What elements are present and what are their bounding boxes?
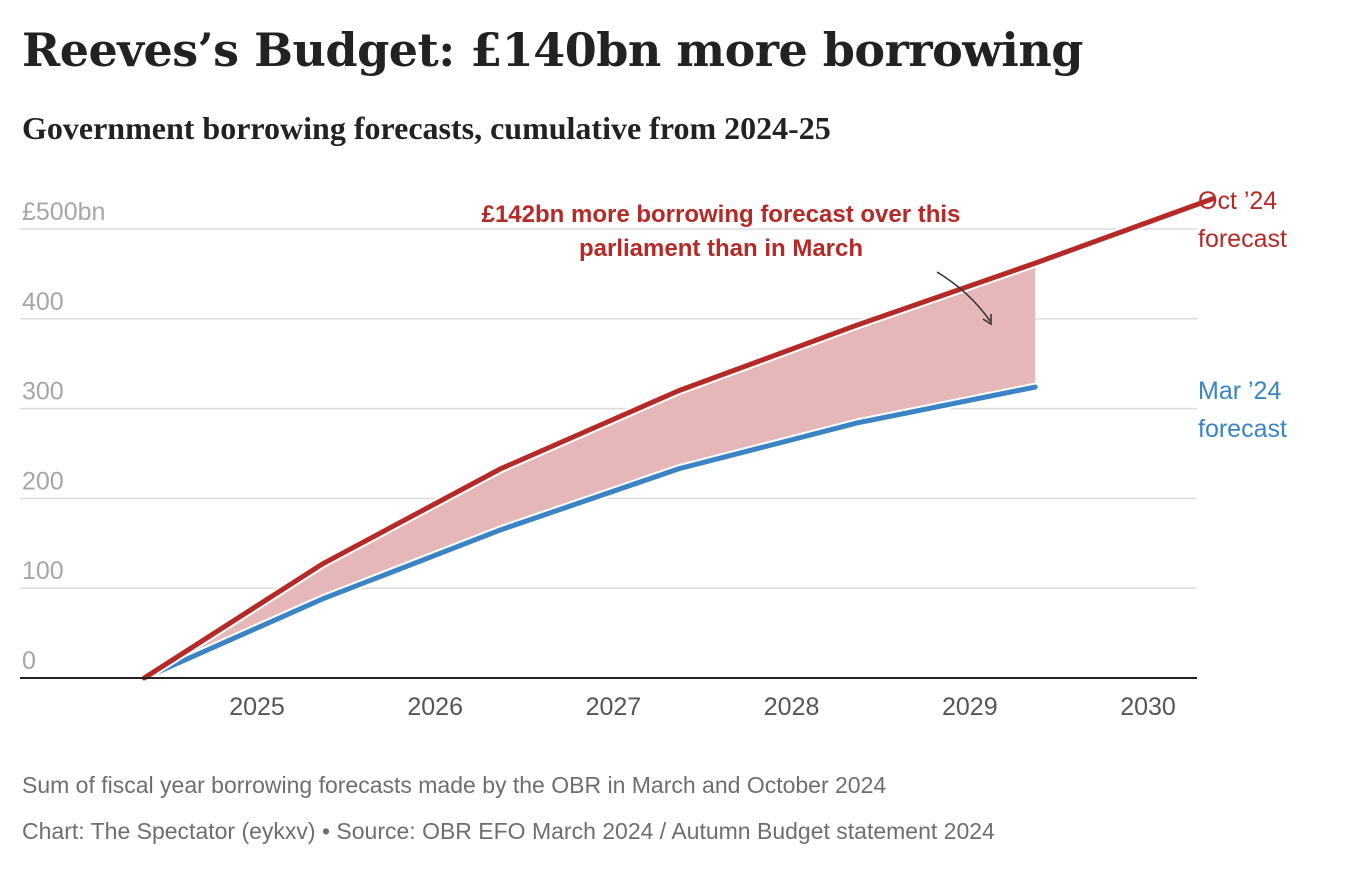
series-label-mar-line2: forecast <box>1198 415 1287 443</box>
x-tick-label: 2030 <box>1120 693 1176 721</box>
x-tick-label: 2025 <box>229 693 285 721</box>
series-lines <box>139 193 1218 683</box>
y-tick-label: 300 <box>22 378 64 406</box>
annotation-line-1: £142bn more borrowing forecast over this <box>482 201 961 228</box>
borrowing-gap-area <box>144 263 1036 678</box>
arrowhead-icon <box>982 314 992 326</box>
y-tick-label: 400 <box>22 288 64 316</box>
gap-annotation: £142bn more borrowing forecast over this… <box>482 201 992 326</box>
series-label-oct: Oct ’24 forecast <box>1198 187 1287 253</box>
series-label-oct-line1: Oct ’24 <box>1198 187 1277 215</box>
annotation-line-2: parliament than in March <box>579 235 863 262</box>
borrowing-line-chart: 0 100 200 300 400 £500bn 2025 2026 2027 2028 2029… <box>20 187 1287 721</box>
chart-source: Chart: The Spectator (eykxv) • Source: O… <box>22 818 995 844</box>
y-tick-label: 100 <box>22 557 64 585</box>
annotation-arrow <box>936 271 991 322</box>
y-tick-label: 0 <box>22 647 36 675</box>
x-axis-ticks: 2025 2026 2027 2028 2029 2030 <box>229 693 1176 721</box>
x-tick-label: 2028 <box>764 693 820 721</box>
chart-description: Sum of fiscal year borrowing forecasts m… <box>22 772 887 798</box>
y-axis-ticks: 0 100 200 300 400 £500bn <box>22 198 105 675</box>
chart-title: Reeves’s Budget: £140bn more borrowing <box>22 23 1083 77</box>
series-label-mar-line1: Mar ’24 <box>1198 377 1281 405</box>
series-label-oct-line2: forecast <box>1198 225 1287 253</box>
x-tick-label: 2029 <box>942 693 998 721</box>
series-line-mar <box>141 384 1038 681</box>
x-tick-label: 2027 <box>586 693 642 721</box>
x-tick-label: 2026 <box>407 693 463 721</box>
chart-subtitle: Government borrowing forecasts, cumulati… <box>22 110 831 146</box>
y-tick-label: £500bn <box>22 198 105 226</box>
series-label-mar: Mar ’24 forecast <box>1198 377 1287 443</box>
y-tick-label: 200 <box>22 467 64 495</box>
